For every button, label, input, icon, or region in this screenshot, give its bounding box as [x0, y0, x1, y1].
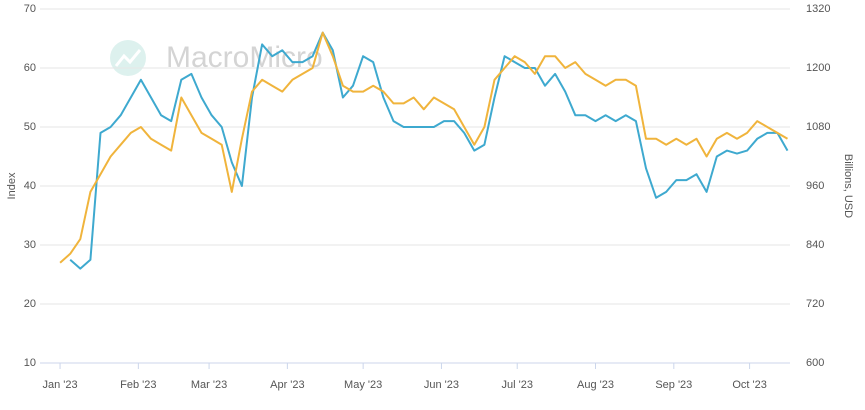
- y-tick-label: 50: [24, 121, 36, 133]
- x-tick-label: Jul '23: [501, 379, 532, 391]
- x-tick-label: Sep '23: [655, 379, 692, 391]
- y-tick-label: 70: [24, 3, 36, 15]
- y-tick-label: 30: [24, 239, 36, 251]
- x-tick-label: Oct '23: [732, 379, 767, 391]
- series-line: [59, 31, 789, 264]
- y2-tick-label: 1320: [806, 3, 830, 15]
- y2-tick-label: 960: [806, 180, 824, 192]
- x-tick-label: Jan '23: [42, 379, 77, 391]
- y-tick-label: 40: [24, 180, 36, 192]
- x-tick-label: Apr '23: [270, 379, 305, 391]
- y2-tick-label: 600: [806, 357, 824, 369]
- y-axis-title: Index: [6, 172, 18, 199]
- y-tick-label: 20: [24, 298, 36, 310]
- series-line: [69, 31, 789, 270]
- x-tick-label: Jun '23: [424, 379, 459, 391]
- y-tick-label: 10: [24, 357, 36, 369]
- x-tick-label: Aug '23: [577, 379, 614, 391]
- y-tick-label: 60: [24, 62, 36, 74]
- watermark: MacroMicro: [166, 41, 323, 74]
- y2-tick-label: 1200: [806, 62, 830, 74]
- y2-tick-label: 840: [806, 239, 824, 251]
- y2-tick-label: 1080: [806, 121, 830, 133]
- y2-tick-label: 720: [806, 298, 824, 310]
- watermark-logo: [110, 40, 146, 76]
- y2-axis-title: Billions, USD: [842, 154, 854, 218]
- x-tick-label: May '23: [344, 379, 382, 391]
- x-tick-label: Feb '23: [120, 379, 156, 391]
- x-tick-label: Mar '23: [191, 379, 227, 391]
